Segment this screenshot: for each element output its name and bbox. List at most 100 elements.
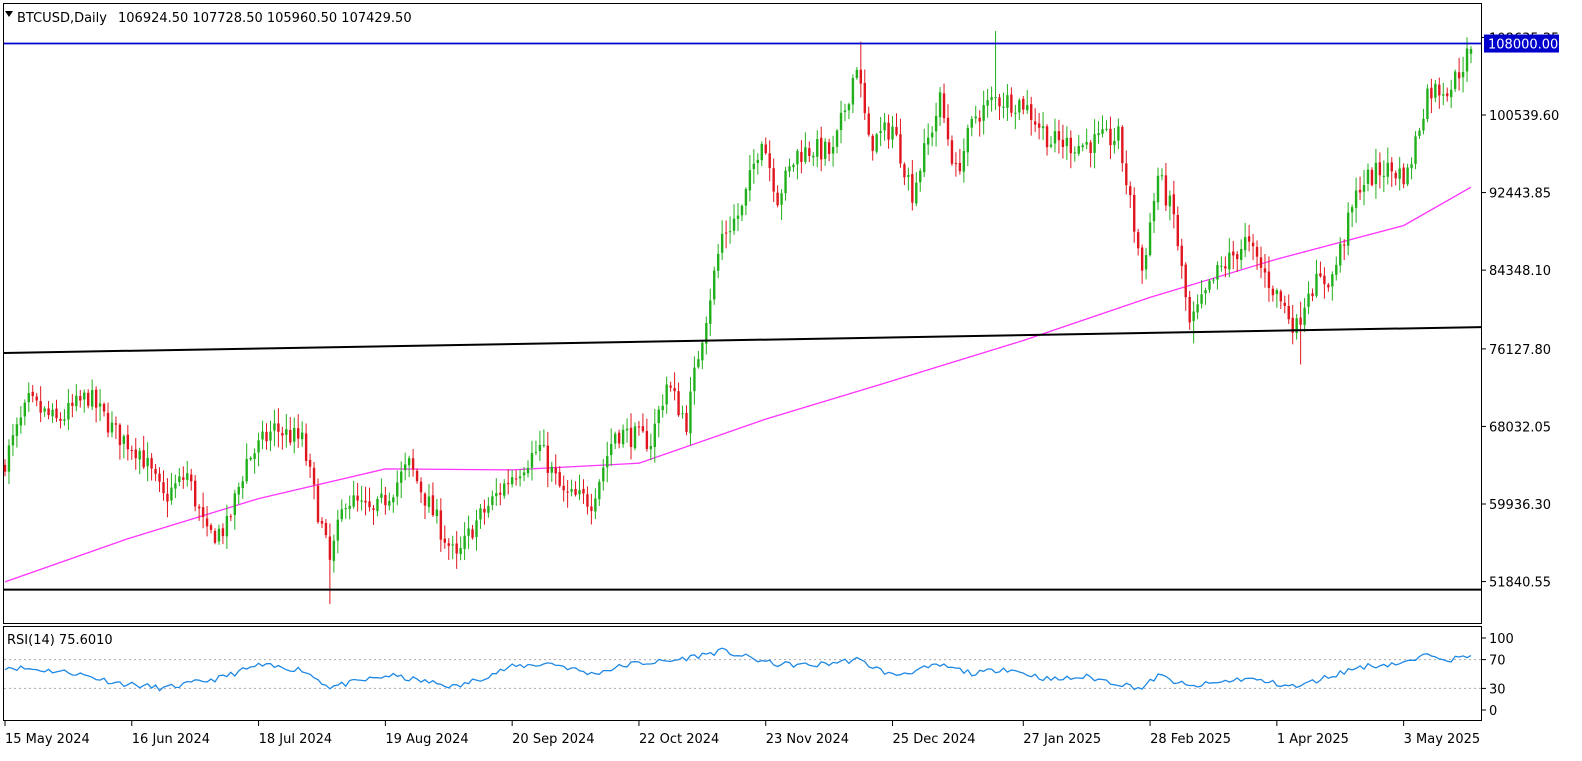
candle bbox=[1180, 238, 1183, 279]
candle-body bbox=[1307, 293, 1310, 307]
candle bbox=[376, 496, 379, 517]
candle-body bbox=[816, 139, 819, 157]
candle bbox=[467, 515, 470, 550]
candle bbox=[170, 472, 173, 505]
candle bbox=[804, 132, 807, 165]
candle-body bbox=[1053, 131, 1057, 144]
candle bbox=[1453, 69, 1457, 92]
candle bbox=[182, 466, 185, 489]
candle bbox=[1335, 256, 1338, 281]
candle bbox=[166, 478, 169, 518]
candle bbox=[946, 104, 950, 146]
candle bbox=[926, 123, 930, 155]
candle bbox=[15, 417, 19, 448]
time-tick-label: 1 Apr 2025 bbox=[1277, 732, 1349, 747]
candle-body bbox=[768, 153, 771, 169]
candle bbox=[1331, 271, 1334, 301]
candle-body bbox=[423, 493, 427, 506]
candle bbox=[1239, 239, 1243, 270]
candle-body bbox=[154, 468, 157, 474]
candle-body bbox=[705, 323, 708, 344]
candle bbox=[986, 88, 989, 118]
candle-body bbox=[1073, 152, 1076, 154]
candle bbox=[550, 461, 553, 482]
candle bbox=[538, 430, 542, 461]
candle bbox=[229, 513, 233, 522]
candle-body bbox=[1398, 168, 1401, 179]
candle-body bbox=[990, 97, 993, 101]
candle-body bbox=[499, 492, 502, 495]
candle bbox=[713, 266, 716, 305]
rsi-indicator: RSI(14) 75.6010 bbox=[4, 633, 1481, 692]
candle bbox=[930, 126, 934, 147]
candle-body bbox=[380, 493, 383, 498]
candle bbox=[752, 149, 756, 184]
price-tag-box bbox=[1484, 34, 1559, 53]
candle bbox=[118, 423, 122, 460]
candle-body bbox=[915, 182, 918, 204]
candle-body bbox=[998, 97, 1001, 107]
candle-body bbox=[693, 367, 696, 392]
candle bbox=[847, 102, 851, 120]
candle-body bbox=[281, 433, 284, 436]
candle-body bbox=[994, 97, 997, 99]
candle bbox=[1461, 56, 1465, 93]
candles bbox=[3, 31, 1473, 604]
candle-body bbox=[645, 430, 649, 449]
candle-body bbox=[784, 170, 787, 194]
candle-body bbox=[946, 117, 950, 140]
candle bbox=[633, 422, 637, 451]
candle-body bbox=[1350, 207, 1354, 213]
candle bbox=[915, 172, 918, 207]
candle bbox=[225, 504, 229, 549]
candle bbox=[1089, 140, 1092, 168]
candle bbox=[1224, 256, 1227, 278]
candle bbox=[1319, 261, 1322, 278]
candle-body bbox=[966, 127, 970, 153]
candle-body bbox=[1152, 200, 1156, 222]
candle-body bbox=[1026, 105, 1029, 111]
candle bbox=[1386, 147, 1389, 185]
rsi-tick-label: 100 bbox=[1489, 632, 1514, 647]
candle-body bbox=[300, 432, 304, 440]
candle-body bbox=[1259, 257, 1263, 268]
candle bbox=[1465, 37, 1469, 83]
candle-body bbox=[336, 519, 340, 541]
candle-body bbox=[986, 100, 989, 106]
candle bbox=[1022, 96, 1025, 115]
candle-body bbox=[851, 78, 855, 105]
candle bbox=[970, 115, 973, 137]
candle-body bbox=[1251, 242, 1255, 247]
candle-body bbox=[1343, 244, 1346, 246]
candle bbox=[1002, 92, 1005, 119]
candle bbox=[1140, 244, 1144, 284]
candle bbox=[1366, 163, 1370, 192]
candle bbox=[27, 382, 30, 412]
candle bbox=[530, 440, 534, 481]
candle bbox=[1228, 238, 1231, 278]
candle bbox=[87, 389, 90, 409]
candle-body bbox=[122, 436, 126, 444]
candle bbox=[439, 498, 443, 552]
candle bbox=[1200, 279, 1203, 309]
candle-body bbox=[1101, 129, 1104, 134]
candle-body bbox=[142, 450, 145, 468]
collapse-triangle-icon[interactable] bbox=[5, 11, 13, 17]
candle bbox=[1307, 281, 1310, 315]
candle bbox=[570, 479, 573, 497]
candle-body bbox=[843, 110, 847, 113]
candle-body bbox=[1366, 169, 1370, 184]
candle-body bbox=[673, 388, 676, 392]
candle-body bbox=[15, 424, 19, 436]
candle-body bbox=[625, 428, 629, 431]
candle bbox=[764, 137, 767, 155]
candle bbox=[1251, 234, 1255, 261]
candle-body bbox=[1461, 72, 1465, 78]
candle-body bbox=[1188, 296, 1191, 323]
candle bbox=[1121, 125, 1124, 172]
candle-body bbox=[538, 444, 542, 452]
candle-body bbox=[352, 495, 355, 507]
candle-body bbox=[1335, 264, 1338, 275]
candle bbox=[875, 132, 878, 154]
candle-body bbox=[974, 116, 977, 119]
